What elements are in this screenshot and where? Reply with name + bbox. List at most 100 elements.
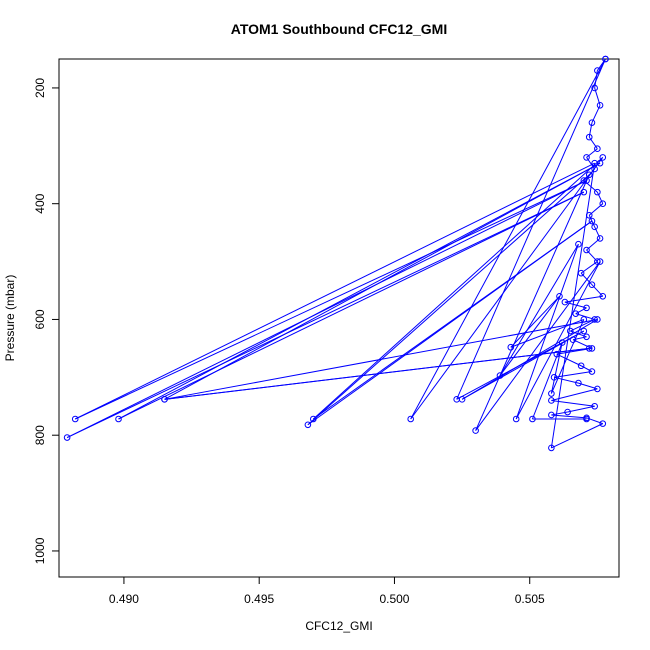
data-point: [588, 281, 596, 289]
data-point: [561, 298, 569, 306]
data-point: [594, 188, 601, 196]
series-line-segment: [551, 423, 603, 449]
data-point: [580, 188, 588, 196]
plot-frame: [58, 58, 620, 578]
series-line-segment: [499, 243, 579, 376]
series-line-segment: [118, 162, 601, 420]
series-line-segment: [475, 174, 590, 431]
data-point: [161, 396, 168, 403]
series-line-segment: [312, 157, 604, 420]
series-line-segment: [456, 58, 606, 400]
data-point: [596, 258, 604, 265]
data-point: [585, 133, 593, 141]
data-point: [553, 350, 561, 358]
x-tick-label: 0.500: [379, 592, 409, 606]
series-line-segment: [580, 261, 598, 274]
y-axis: 200 400 600 800 1000: [33, 78, 59, 564]
series-line-segment: [550, 319, 585, 394]
data-point: [572, 310, 580, 317]
series-line-segment: [594, 226, 601, 239]
data-point: [583, 415, 590, 423]
data-point: [588, 217, 596, 225]
series-line-segment: [553, 371, 593, 378]
data-point: [594, 145, 601, 153]
series-line-segment: [66, 191, 585, 438]
series-line-segment: [456, 330, 585, 400]
data-point: [548, 411, 555, 419]
series-line-segment: [586, 148, 598, 158]
data-point: [529, 415, 536, 423]
data-point: [588, 119, 596, 126]
data-point: [575, 379, 582, 387]
series-line-segment: [588, 136, 598, 149]
series-line-segment: [550, 342, 563, 394]
series-line-segment: [572, 339, 593, 349]
series-line-segment: [164, 162, 601, 400]
data-point: [591, 402, 598, 410]
series-line-segment: [570, 318, 595, 332]
data-point: [591, 84, 598, 92]
data-point: [580, 177, 588, 184]
data-point: [583, 333, 590, 341]
series-line-segment: [475, 261, 601, 431]
data-point: [588, 368, 596, 375]
series-line-segment: [510, 295, 560, 348]
data-point: [594, 258, 601, 265]
y-axis-label: Pressure (mbar): [3, 275, 17, 362]
data-layer: [63, 55, 609, 452]
y-tick-label: 1000: [33, 537, 47, 564]
series-line-segment: [567, 405, 595, 413]
series-line-segment: [578, 382, 598, 390]
x-tick-label: 0.490: [109, 592, 139, 606]
series-line-segment: [461, 319, 598, 400]
data-point: [567, 327, 574, 335]
data-point: [596, 235, 604, 242]
data-point: [580, 327, 588, 335]
data-point: [512, 415, 520, 423]
data-point: [407, 415, 414, 423]
y-tick-label: 800: [33, 425, 47, 445]
data-point: [599, 420, 607, 427]
data-point: [599, 293, 607, 300]
series-line-segment: [556, 353, 582, 367]
series-line-segment: [531, 342, 563, 420]
data-point: [585, 171, 593, 179]
data-point: [580, 316, 588, 323]
series-line-segment: [75, 162, 595, 420]
series-line-segment: [515, 244, 579, 420]
series-line-segment: [596, 191, 604, 204]
data-point: [599, 200, 607, 207]
series-line-segment: [550, 163, 596, 449]
series-line-segment: [551, 388, 598, 401]
data-point: [577, 362, 585, 370]
y-tick-label: 600: [33, 309, 47, 329]
data-point: [472, 427, 479, 434]
data-point: [599, 154, 607, 161]
data-point: [453, 396, 460, 403]
series-line-segment: [307, 174, 590, 426]
series-line-segment: [66, 180, 587, 438]
data-point: [304, 421, 312, 429]
data-point: [496, 372, 504, 379]
data-point: [594, 67, 601, 74]
data-point: [558, 339, 566, 346]
data-point: [577, 269, 585, 277]
x-axis-label: CFC12_GMI: [305, 619, 372, 633]
data-point: [564, 408, 571, 416]
data-point: [588, 345, 596, 352]
series-line-segment: [499, 295, 560, 376]
data-point: [591, 223, 598, 231]
data-point: [548, 444, 555, 452]
data-point: [310, 415, 317, 423]
data-point: [575, 240, 582, 248]
series-line-segment: [551, 414, 587, 419]
data-point: [594, 385, 601, 393]
chart-title: ATOM1 Southbound CFC12_GMI: [231, 21, 447, 37]
data-point: [596, 102, 604, 109]
series-line-segment: [118, 191, 585, 420]
data-point: [583, 246, 590, 254]
series-line-segment: [410, 157, 604, 420]
data-point: [556, 293, 563, 300]
data-point: [594, 316, 601, 323]
